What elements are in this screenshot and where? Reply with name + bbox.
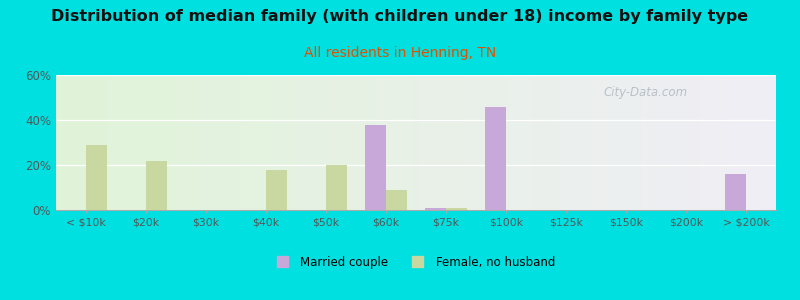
Bar (485, 106, 506, 210)
Bar (725, 174, 746, 210)
Bar (425, 208, 446, 210)
Bar (266, 169, 287, 210)
Bar (386, 190, 407, 210)
Bar (326, 165, 347, 210)
Bar (146, 160, 167, 210)
Bar (365, 124, 386, 210)
Bar (86, 145, 107, 210)
Bar (446, 208, 467, 210)
Text: City-Data.com: City-Data.com (603, 86, 687, 99)
Text: Distribution of median family (with children under 18) income by family type: Distribution of median family (with chil… (51, 9, 749, 24)
Legend: Married couple, Female, no husband: Married couple, Female, no husband (277, 256, 555, 269)
Text: All residents in Henning, TN: All residents in Henning, TN (304, 46, 496, 61)
